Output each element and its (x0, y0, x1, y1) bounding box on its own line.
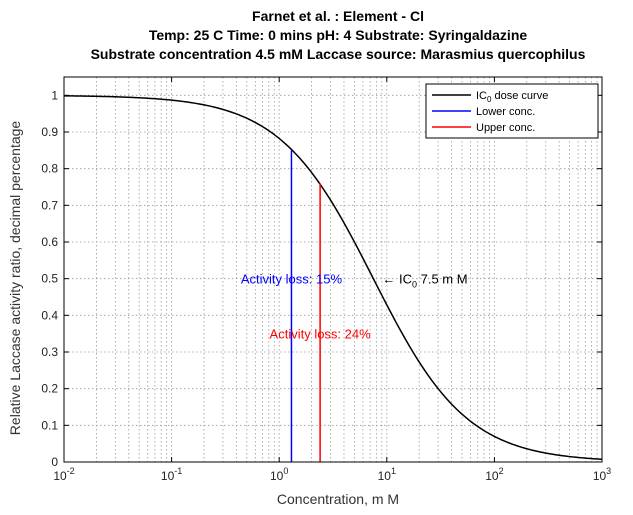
y-tick-label: 0.9 (41, 125, 58, 139)
y-axis-label: Relative Laccase activity ratio, decimal… (7, 121, 23, 436)
grid (64, 77, 602, 462)
legend-entry: Upper conc. (476, 122, 535, 134)
title-line-2: Temp: 25 C Time: 0 mins pH: 4 Substrate:… (149, 27, 528, 43)
y-tick-label: 0.3 (41, 345, 58, 359)
x-tick-label: 103 (593, 466, 611, 483)
y-tick-label: 0.8 (41, 162, 58, 176)
title-line-1: Farnet et al. : Element - Cl (252, 8, 424, 24)
x-tick-label: 10-1 (161, 466, 182, 483)
y-tick-label: 0.4 (41, 308, 58, 322)
plot-area (64, 77, 602, 462)
legend-entry: Lower conc. (476, 106, 535, 118)
dose-curve (63, 95, 603, 461)
legend: IC0 dose curve Lower conc. Upper conc. (425, 83, 599, 139)
y-tick-label: 0.6 (41, 235, 58, 249)
plot-frame (63, 76, 603, 463)
x-tick-label: 10-2 (53, 466, 74, 483)
y-tick-label: 0.1 (41, 418, 58, 432)
activity-loss-label-1: Activity loss: 15% (241, 272, 343, 287)
x-tick-label: 100 (270, 466, 288, 483)
activity-loss-label-2: Activity loss: 24% (270, 327, 372, 342)
x-tick-label: 101 (378, 466, 396, 483)
series-layer (63, 95, 603, 462)
x-tick-label: 102 (485, 466, 503, 483)
legend-box (425, 83, 599, 139)
chart-title: Farnet et al. : Element - Cl Temp: 25 C … (91, 8, 586, 62)
ic-label: ← IC0 7.5 m M (382, 272, 467, 290)
title-line-3: Substrate concentration 4.5 mM Laccase s… (91, 46, 586, 62)
x-axis-label: Concentration, m M (277, 491, 399, 507)
legend-entry: IC0 dose curve (476, 90, 548, 104)
axis-ticks: 0 0.1 0.2 0.3 0.4 0.5 0.6 0.7 0.8 0.9 1 10-2 10-1 100… (41, 77, 611, 483)
y-tick-label: 0.2 (41, 382, 58, 396)
y-tick-label: 0 (51, 455, 58, 469)
annotations: Activity loss: 15% Activity loss: 24% ← IC… (241, 272, 468, 342)
y-tick-label: 0.5 (41, 272, 58, 286)
y-tick-label: 1 (51, 88, 58, 102)
y-tick-label: 0.7 (41, 198, 58, 212)
